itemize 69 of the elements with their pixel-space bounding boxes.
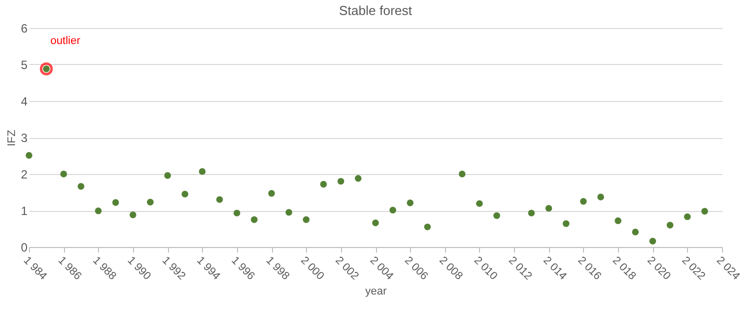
point [406, 199, 414, 206]
x-tick-label: 2 000 [298, 254, 326, 282]
x-tick-label: 2 006 [402, 254, 430, 282]
x-tick-label: 2 018 [610, 254, 638, 282]
x-tick-label: 2 004 [368, 254, 396, 282]
point [78, 183, 84, 190]
x-tick-label: 2 020 [644, 254, 673, 282]
point [666, 222, 674, 228]
point [701, 208, 708, 215]
chart-title: Stable forest [339, 3, 412, 18]
point [320, 180, 327, 188]
point [614, 217, 622, 224]
point [580, 198, 587, 205]
point [216, 196, 223, 203]
x-tick-label: 2 014 [540, 254, 569, 282]
x-tick-label: 2 008 [436, 254, 465, 282]
point [458, 170, 466, 178]
x-tick-label: 2 010 [471, 254, 500, 282]
point [198, 168, 206, 175]
point [146, 198, 154, 206]
y-tick-label: 1 [20, 204, 28, 218]
y-tick-label: 6 [20, 22, 28, 36]
x-tick-label: 1 992 [160, 254, 188, 282]
y-tick-label: 3 [20, 131, 28, 145]
point [112, 199, 119, 206]
point [130, 212, 136, 218]
point [182, 190, 188, 198]
point [234, 210, 240, 216]
x-tick-label: 2 012 [506, 254, 534, 282]
point [354, 175, 362, 182]
x-tick-label: 2 016 [575, 254, 604, 282]
x-tick-label: 1 988 [90, 254, 118, 282]
point [528, 210, 535, 216]
x-tick-label: 2 024 [714, 254, 742, 282]
point [60, 170, 68, 178]
x-tick-label: 1 990 [124, 254, 153, 282]
point [562, 220, 570, 227]
point [337, 178, 344, 185]
annotation: outlier [50, 34, 81, 47]
x-tick-label: 1 986 [56, 254, 84, 282]
x-tick-label: 1 994 [194, 254, 222, 282]
x-tick-label: 1 996 [228, 254, 257, 282]
point [632, 228, 639, 236]
point [94, 208, 102, 214]
point [250, 216, 258, 223]
y-tick-label: 2 [20, 168, 28, 182]
point [684, 213, 691, 220]
x-tick-label: 1 998 [264, 254, 292, 282]
x-axis-title: year [365, 286, 388, 298]
y-tick-label: 4 [20, 94, 28, 108]
point [597, 194, 604, 200]
point [26, 152, 32, 159]
point [649, 238, 656, 245]
point [424, 224, 431, 230]
y-axis-title: IFZ [6, 129, 18, 146]
point [164, 172, 171, 179]
point [268, 190, 275, 197]
point [545, 204, 552, 212]
y-tick-label: 0 [20, 240, 28, 254]
point [476, 200, 483, 207]
x-tick-label: 1 984 [21, 254, 49, 282]
point [286, 208, 292, 216]
point [389, 206, 396, 214]
point [302, 216, 310, 223]
point [372, 220, 379, 226]
x-tick-label: 2 022 [679, 254, 708, 282]
x-tick-label: 2 002 [332, 254, 361, 282]
point [493, 212, 500, 219]
y-tick-label: 5 [20, 58, 28, 72]
